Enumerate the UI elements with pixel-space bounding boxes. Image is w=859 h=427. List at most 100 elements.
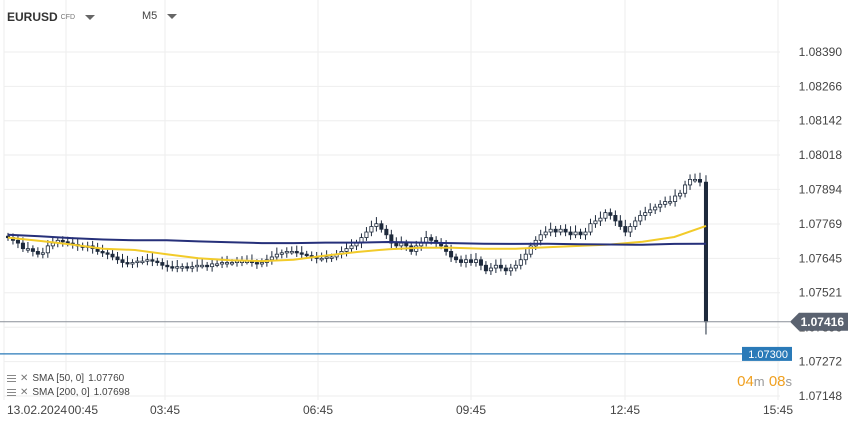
- candle: [329, 256, 334, 259]
- indicator-sma50: ✕ SMA [50, 0] 1.07760: [7, 373, 124, 384]
- candle: [304, 253, 309, 257]
- symbol-dropdown-icon[interactable]: [85, 14, 96, 20]
- candle: [618, 220, 623, 227]
- candle: [693, 179, 698, 182]
- candle: [190, 266, 195, 269]
- candle: [185, 266, 190, 269]
- candle: [20, 242, 25, 250]
- y-tick-label: 1.07894: [799, 182, 843, 196]
- x-tick-label: 06:45: [303, 403, 333, 417]
- candle: [384, 228, 389, 236]
- y-tick-label: 1.07521: [799, 286, 843, 300]
- candle: [299, 252, 304, 255]
- y-tick-label: 1.07645: [799, 251, 843, 265]
- candle: [488, 267, 493, 272]
- candle: [155, 260, 160, 264]
- candle: [115, 256, 120, 261]
- candle: [389, 234, 394, 244]
- candle: [35, 251, 40, 255]
- candle: [210, 263, 215, 268]
- candle: [673, 195, 678, 202]
- timer-minutes: 04: [737, 373, 754, 390]
- candle: [135, 260, 140, 264]
- candle: [105, 252, 110, 255]
- candle: [269, 256, 274, 261]
- remove-indicator-icon[interactable]: ✕: [20, 372, 29, 384]
- candle: [543, 231, 548, 236]
- indicator-label: SMA [200, 0]: [32, 387, 90, 398]
- y-tick-label: 1.08266: [799, 79, 843, 93]
- candle: [523, 253, 528, 261]
- indicator-value: 1.07760: [88, 373, 125, 384]
- candle: [254, 262, 259, 265]
- x-tick-label: 00:45: [68, 403, 98, 417]
- candle: [379, 223, 384, 230]
- candle: [145, 259, 150, 262]
- indicator-settings-icon[interactable]: [7, 374, 16, 383]
- candle: [463, 259, 469, 263]
- candle: [374, 223, 379, 227]
- candle: [508, 267, 513, 272]
- candle: [468, 259, 474, 263]
- candle: [473, 259, 478, 263]
- candle: [274, 253, 279, 258]
- candle: [593, 220, 598, 225]
- candle: [568, 231, 573, 236]
- candle: [518, 259, 523, 266]
- candle: [30, 248, 35, 252]
- candle: [344, 248, 349, 252]
- x-tick-label: 15:45: [763, 403, 793, 417]
- symbol-selector[interactable]: EURUSD CFD: [7, 10, 96, 24]
- timeframe-selector[interactable]: M5: [142, 10, 178, 22]
- candle: [643, 212, 648, 216]
- candle: [289, 251, 294, 254]
- candle: [175, 266, 180, 269]
- candle: [230, 262, 235, 265]
- timeframe-dropdown-icon[interactable]: [167, 13, 178, 19]
- candle: [324, 256, 329, 259]
- candle: [613, 215, 618, 222]
- candle: [703, 181, 708, 323]
- candle: [259, 262, 264, 265]
- candle: [404, 242, 409, 247]
- candle: [553, 228, 558, 233]
- candle: [628, 226, 633, 233]
- y-tick-label: 1.07272: [799, 355, 843, 369]
- candle: [170, 266, 175, 269]
- remove-indicator-icon[interactable]: ✕: [20, 386, 29, 398]
- candle: [653, 206, 658, 211]
- candle: [45, 245, 50, 254]
- candle: [399, 242, 404, 247]
- candle: [15, 239, 20, 244]
- candle: [478, 259, 483, 266]
- candle: [364, 231, 369, 238]
- candle: [678, 192, 683, 197]
- sma200-line: [7, 233, 707, 246]
- candle: [588, 223, 593, 233]
- candle: [563, 228, 568, 233]
- candle: [528, 245, 533, 255]
- candle: [583, 231, 588, 236]
- candle: [319, 257, 324, 261]
- timer-seconds: 08: [768, 373, 786, 390]
- candle: [394, 242, 399, 247]
- candle: [110, 253, 115, 258]
- candle: [40, 252, 45, 255]
- order-level-label: 1.07300: [748, 349, 788, 361]
- candle: [548, 228, 553, 233]
- candle: [578, 231, 583, 236]
- candle: [279, 252, 284, 255]
- indicator-settings-icon[interactable]: [7, 388, 16, 397]
- candle: [638, 215, 643, 222]
- symbol-type: CFD: [60, 13, 76, 21]
- candle: [498, 264, 503, 269]
- candle: [648, 209, 653, 214]
- candle: [100, 251, 105, 254]
- candle: [50, 242, 55, 247]
- candle: [663, 201, 668, 205]
- candle: [160, 262, 165, 266]
- sma50-line: [7, 224, 707, 263]
- candle: [688, 179, 693, 186]
- candle: [623, 226, 628, 233]
